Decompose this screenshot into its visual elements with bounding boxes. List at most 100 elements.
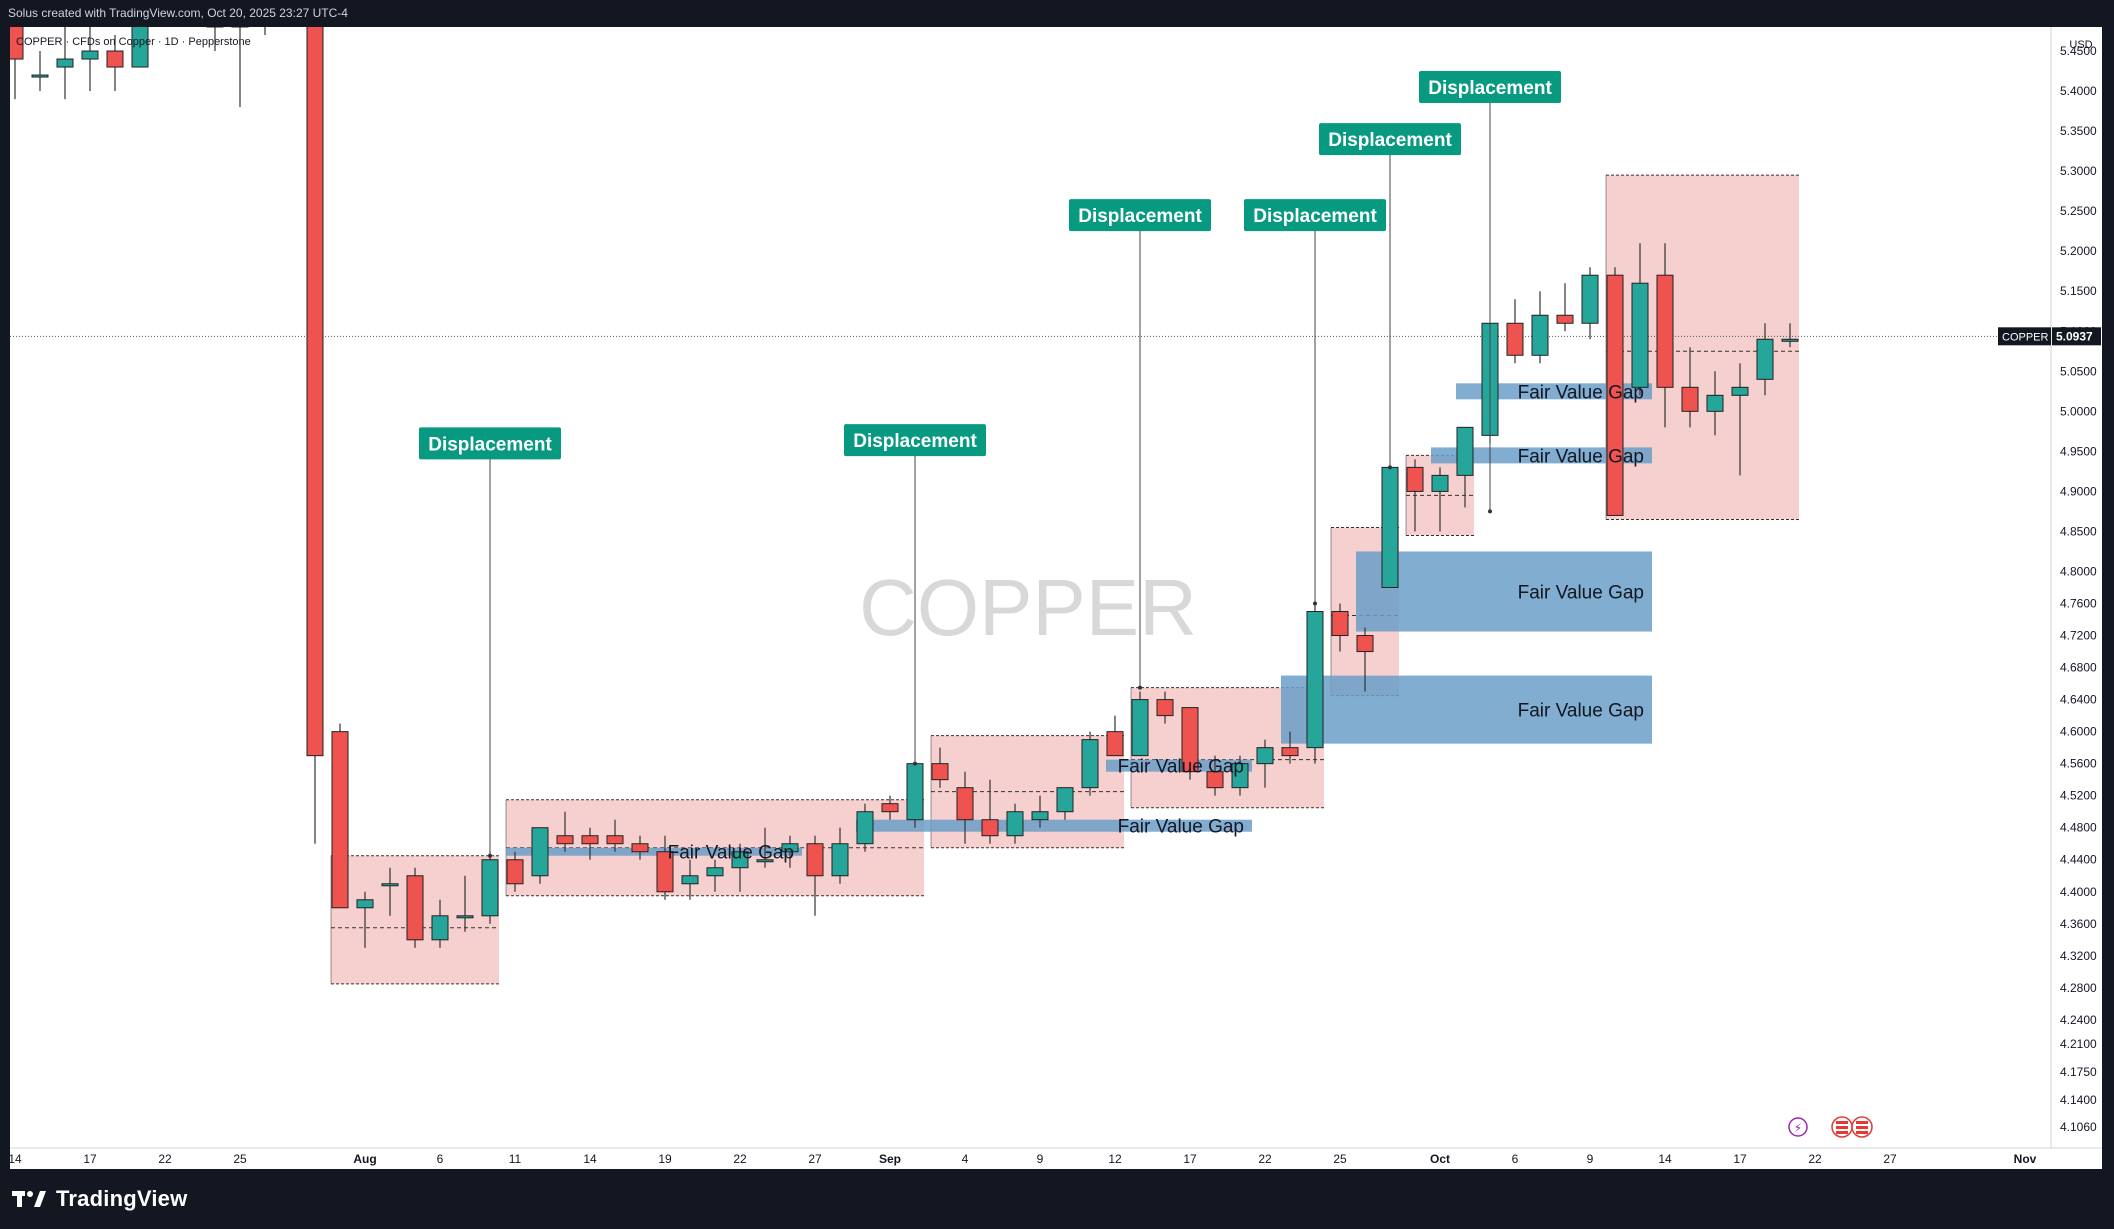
displacement-label: Displacement: [1078, 206, 1202, 227]
candle-body: [406, 875, 424, 941]
candle-body: [956, 787, 974, 821]
candle-body: [1131, 699, 1149, 757]
candle-body: [56, 58, 74, 68]
candle: [1431, 467, 1449, 532]
tradingview-logo[interactable]: TradingView: [12, 1185, 187, 1213]
price-tick-label: 4.9500: [2060, 444, 2097, 458]
time-tick-label: 4: [962, 1152, 969, 1166]
flag-stripe: [1856, 1121, 1868, 1124]
fair-value-gap-box: [1281, 675, 1652, 744]
fair-value-gap-box: [506, 847, 802, 856]
candle: [1306, 603, 1324, 764]
price-tick-label: 4.9000: [2060, 484, 2097, 498]
candle: [1781, 323, 1799, 348]
chart-frame[interactable]: COPPER Fair Value Gap Fair Value Gap Fair …: [6, 0, 2102, 1169]
candle-body: [1256, 747, 1274, 765]
candle-body: [1306, 611, 1324, 749]
price-tick-label: 5.3000: [2060, 164, 2097, 178]
candle-body: [331, 731, 349, 909]
displacement-anchor: [1388, 465, 1392, 470]
lightning-glyph: ⚡: [1794, 1121, 1802, 1135]
price-tick-label: 4.1400: [2060, 1093, 2097, 1107]
candle: [956, 771, 974, 844]
fair-value-gap-label: Fair Value Gap: [1518, 701, 1644, 722]
candle-body: [1006, 811, 1024, 837]
candle: [356, 891, 374, 948]
candle-body: [1681, 386, 1699, 412]
created-by-text: Solus created with TradingView.com, Oct …: [8, 6, 348, 20]
time-tick-label: 22: [1808, 1152, 1822, 1166]
price-tick-label: 5.0500: [2060, 364, 2097, 378]
price-tick-label: 4.3600: [2060, 917, 2097, 931]
candle-body: [831, 843, 849, 877]
symbol-watermark: COPPER: [859, 563, 1197, 652]
candle: [1331, 603, 1349, 652]
price-tick-label: 4.6000: [2060, 725, 2097, 739]
price-tick-label: 4.4000: [2060, 885, 2097, 899]
candle: [1181, 707, 1199, 780]
candle-body: [1431, 474, 1449, 492]
time-tick-label: 22: [1258, 1152, 1272, 1166]
candle: [1681, 347, 1699, 428]
candle-body: [31, 74, 49, 78]
price-tick-label: 4.4400: [2060, 853, 2097, 867]
displacement-label: Displacement: [1328, 130, 1452, 151]
flag-stripe: [1836, 1126, 1848, 1129]
displacement-label-box: [1419, 71, 1561, 104]
candle: [1081, 731, 1099, 796]
displacement-label-box: [1244, 199, 1386, 232]
candle-body: [1281, 747, 1299, 757]
price-tick-label: 5.4500: [2060, 44, 2097, 58]
candle-body: [1106, 731, 1124, 757]
candle-body: [631, 843, 649, 853]
price-axis[interactable]: [2051, 27, 2102, 1169]
candle: [481, 851, 499, 924]
price-tick-label: 4.1060: [2060, 1120, 2097, 1134]
candle-body: [981, 819, 999, 837]
time-tick-label: 6: [437, 1152, 444, 1166]
candle: [1531, 291, 1549, 364]
candle: [656, 835, 674, 900]
time-tick-label: Sep: [879, 1152, 901, 1166]
candle-body: [906, 763, 924, 821]
candle: [1631, 243, 1649, 396]
candle: [831, 827, 849, 884]
time-tick-label: 17: [1733, 1152, 1747, 1166]
candle-body: [1331, 611, 1349, 637]
price-tick-label: 4.1750: [2060, 1065, 2097, 1079]
candle: [1281, 731, 1299, 764]
candle-body: [1356, 635, 1374, 653]
price-tick-label: 5.2500: [2060, 204, 2097, 218]
candle: [1106, 715, 1124, 757]
candle-body: [456, 915, 474, 919]
candle: [456, 875, 474, 932]
displacement-label: Displacement: [1253, 206, 1377, 227]
candlestick-chart[interactable]: COPPER Fair Value Gap Fair Value Gap Fair …: [6, 0, 2102, 1169]
price-tick-label: 4.5600: [2060, 757, 2097, 771]
candle-body: [656, 851, 674, 893]
candle-body: [431, 915, 449, 941]
candle-body: [781, 843, 799, 853]
candle-body: [1781, 338, 1799, 342]
time-axis[interactable]: [10, 1148, 2102, 1169]
candle-body: [1631, 282, 1649, 388]
time-tick-label: 19: [658, 1152, 672, 1166]
last-price-symbol-tag: [1998, 327, 2051, 346]
price-tick-label: 4.2100: [2060, 1037, 2097, 1051]
candle-body: [1506, 322, 1524, 356]
candle-body: [506, 859, 524, 885]
footer-bar: TradingView: [0, 1169, 2114, 1229]
currency-label: USD: [2069, 39, 2092, 51]
time-tick-label: 12: [1108, 1152, 1122, 1166]
candle: [706, 859, 724, 892]
candle-body: [1231, 763, 1249, 789]
lightning-event-icon[interactable]: [1788, 1117, 1808, 1137]
candle: [756, 827, 774, 868]
candle-body: [881, 803, 899, 813]
header-bar: Solus created with TradingView.com, Oct …: [0, 0, 2114, 27]
time-tick-label: 14: [10, 1152, 22, 1166]
displacement-label-box: [1069, 199, 1211, 232]
candle: [1581, 267, 1599, 340]
price-tick-label: 5.3500: [2060, 124, 2097, 138]
candle-body: [356, 899, 374, 909]
